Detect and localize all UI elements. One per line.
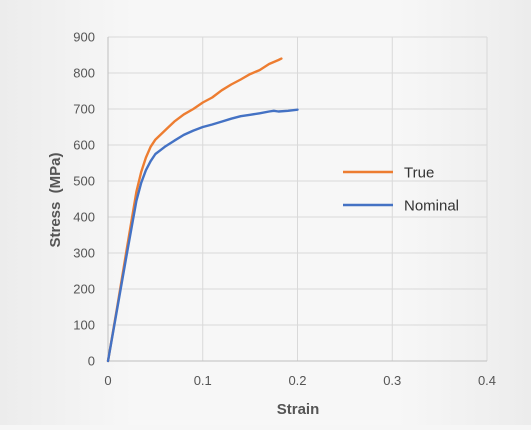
y-tick-label: 900 [73, 30, 95, 45]
series-lines [106, 57, 299, 363]
y-tick-label: 100 [73, 318, 95, 333]
y-tick-label: 400 [73, 210, 95, 225]
y-tick-label: 700 [73, 102, 95, 117]
x-tick-label: 0.2 [288, 373, 306, 388]
x-tick-label: 0.1 [194, 373, 212, 388]
series-line-true [106, 57, 283, 363]
legend-label-true: True [404, 165, 434, 182]
y-tick-label: 0 [88, 354, 95, 369]
x-axis-title: Strain [277, 401, 320, 418]
x-tick-label: 0.3 [383, 373, 401, 388]
series-line-nominal [106, 108, 299, 363]
y-tick-label: 200 [73, 282, 95, 297]
y-tick-label: 500 [73, 174, 95, 189]
y-tick-labels: 0 100 200 300 400 500 600 700 800 900 [73, 30, 95, 369]
legend: True Nominal [343, 165, 459, 215]
legend-label-nominal: Nominal [404, 198, 459, 215]
y-tick-label: 600 [73, 138, 95, 153]
axes [107, 37, 487, 362]
y-tick-label: 800 [73, 66, 95, 81]
x-tick-labels: 0 0.1 0.2 0.3 0.4 [104, 373, 496, 388]
grid-lines [108, 36, 488, 361]
y-tick-label: 300 [73, 246, 95, 261]
x-tick-label: 0 [104, 373, 111, 388]
x-tick-label: 0.4 [478, 373, 496, 388]
y-axis-title: Stress (MPa) [47, 152, 64, 247]
